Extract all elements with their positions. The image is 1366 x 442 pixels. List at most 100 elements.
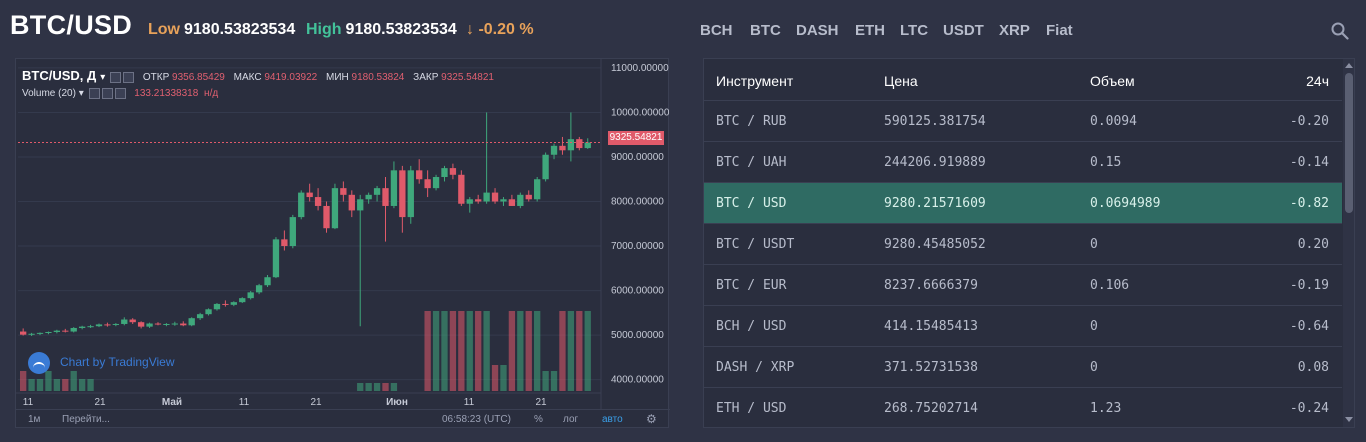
compare-icon[interactable] (123, 71, 135, 83)
volume-bar (534, 311, 541, 391)
tab-usdt[interactable]: USDT (943, 22, 984, 39)
low-stat: Low 9180.53823534 (148, 21, 295, 39)
candle-body (567, 139, 575, 151)
table-row[interactable]: BTC / EUR 8237.6666379 0.106 -0.19 (704, 265, 1342, 306)
volume-na: н/д (204, 88, 219, 100)
volume-bar (373, 383, 381, 391)
x-tick-label: 11 (23, 397, 34, 408)
table-scrollbar[interactable] (1343, 59, 1354, 427)
tab-fiat[interactable]: Fiat (1046, 22, 1073, 39)
settings-icon[interactable] (110, 71, 122, 83)
x-tick-label: 11 (464, 397, 475, 408)
y-tick-label: 6000.00000 (611, 286, 664, 297)
row-volume: 0 (1090, 360, 1098, 375)
eye-icon[interactable] (88, 88, 100, 99)
volume-bar (70, 371, 77, 391)
volume-bar (525, 311, 532, 391)
candle-body (230, 302, 237, 305)
candle-body (112, 323, 120, 325)
tab-eth[interactable]: ETH (855, 22, 885, 39)
gear-icon[interactable]: ⚙ (646, 412, 657, 426)
percent-toggle[interactable]: % (534, 414, 543, 425)
candle-body (441, 168, 448, 178)
table-row[interactable]: ETH / USD 268.75202714 1.23 -0.24 (704, 388, 1342, 427)
log-toggle[interactable]: лог (563, 414, 579, 425)
table-row[interactable]: DASH / XRP 371.52731538 0 0.08 (704, 347, 1342, 388)
row-change: -0.82 (1289, 196, 1329, 211)
candle-body (95, 324, 103, 327)
low-value: 9180.53823534 (184, 21, 296, 38)
table-row-selected[interactable]: BTC / USD 9280.21571609 0.0694989 -0.82 (704, 183, 1342, 224)
tab-bch[interactable]: BCH (700, 22, 733, 39)
row-volume: 0 (1090, 237, 1098, 252)
search-icon[interactable] (1331, 22, 1349, 40)
table-row[interactable]: BCH / USD 414.15485413 0 -0.64 (704, 306, 1342, 347)
col-change[interactable]: 24ч (1306, 73, 1329, 89)
tradingview-badge[interactable]: Chart by TradingView (28, 352, 175, 374)
volume-bar (449, 311, 457, 391)
open-value: 9356.85429 (172, 72, 225, 83)
tradingview-logo-icon (28, 352, 50, 374)
close-icon[interactable] (114, 88, 126, 99)
candle-body (146, 323, 153, 327)
candlestick-chart[interactable]: 11000.00000 10000.00000 9000.00000 8000.000… (16, 59, 670, 409)
current-price-tag: 9325.54821 (608, 131, 664, 145)
settings-icon[interactable] (101, 88, 113, 99)
auto-toggle[interactable]: авто (602, 414, 623, 425)
table-row[interactable]: BTC / RUB 590125.381754 0.0094 -0.20 (704, 101, 1342, 142)
candle-body (306, 192, 313, 198)
interval-button[interactable]: 1м (28, 414, 41, 425)
tab-dash[interactable]: DASH (796, 22, 839, 39)
row-pair: BTC / USDT (716, 237, 795, 252)
high-label: High (306, 21, 342, 38)
candle-body (272, 239, 280, 278)
candle-body (171, 323, 178, 325)
candle-body (314, 197, 322, 206)
col-volume[interactable]: Объем (1090, 73, 1135, 89)
candle-body (534, 179, 541, 200)
table-row[interactable]: BTC / USDT 9280.45485052 0 0.20 (704, 224, 1342, 265)
volume-bar (550, 371, 558, 391)
row-pair: BTC / EUR (716, 278, 787, 293)
tab-ltc[interactable]: LTC (900, 22, 929, 39)
chevron-down-icon[interactable]: ▾ (78, 88, 84, 100)
tab-btc[interactable]: BTC (750, 22, 781, 39)
watermark-text[interactable]: Chart by TradingView (60, 355, 175, 370)
row-price: 414.15485413 (884, 319, 978, 334)
volume-bar (45, 371, 52, 391)
scroll-thumb[interactable] (1345, 73, 1353, 213)
col-instrument[interactable]: Инструмент (716, 73, 794, 89)
volume-bar (576, 311, 583, 391)
row-volume: 0 (1090, 319, 1098, 334)
row-price: 8237.6666379 (884, 278, 978, 293)
table-row[interactable]: BTC / UAH 244206.919889 0.15 -0.14 (704, 142, 1342, 183)
close-value: 9325.54821 (441, 72, 494, 83)
candle-body (70, 327, 77, 332)
scroll-up-icon[interactable] (1345, 63, 1353, 68)
volume-bar (508, 311, 516, 391)
goto-button[interactable]: Перейти... (62, 414, 110, 425)
scroll-down-icon[interactable] (1345, 417, 1353, 422)
candle-body (180, 323, 187, 326)
row-change: -0.14 (1289, 155, 1329, 170)
x-tick-label: 21 (94, 397, 106, 408)
volume-label[interactable]: Volume (20) (22, 88, 76, 100)
chevron-down-icon[interactable]: ▾ (100, 72, 106, 83)
candle-body (416, 170, 423, 180)
candle-body (137, 322, 145, 327)
high-stat: High 9180.53823534 (306, 21, 457, 39)
chart-symbol[interactable]: BTC/USD, Д (22, 68, 97, 83)
volume-bar (424, 311, 431, 391)
col-price[interactable]: Цена (884, 73, 918, 89)
candle-body (449, 168, 457, 175)
table-header: Инструмент Цена Объем 24ч (704, 59, 1342, 101)
candle-body (331, 188, 339, 229)
row-pair: BCH / USD (716, 319, 787, 334)
price-chart[interactable]: 11000.00000 10000.00000 9000.00000 8000.000… (15, 58, 670, 428)
volume-bar (491, 365, 499, 391)
candle-body (508, 199, 516, 206)
volume-bar (483, 311, 490, 391)
tab-xrp[interactable]: XRP (999, 22, 1030, 39)
candle-body (466, 199, 473, 204)
candle-body (348, 194, 355, 211)
